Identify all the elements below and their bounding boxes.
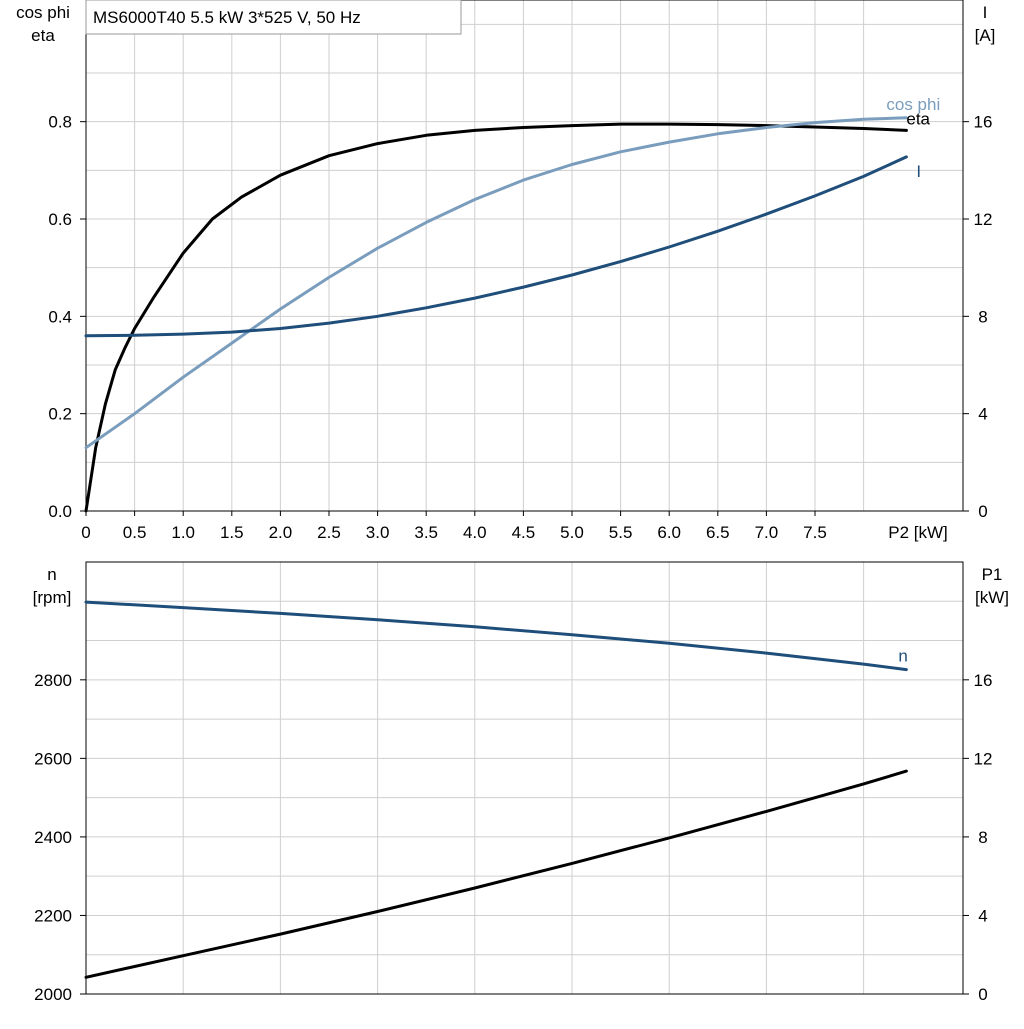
series-line-cos-phi (84, 116, 908, 450)
right-tick-label: 16 (974, 671, 993, 690)
x-tick-label: 0 (81, 523, 90, 542)
left-axis-title-line2: eta (31, 26, 55, 45)
title-box (85, 0, 462, 35)
right-tick-label: 0 (978, 985, 987, 1004)
right-tick-label: 12 (974, 210, 993, 229)
plot-frame (85, 561, 964, 995)
x-tick-label: 2.5 (317, 523, 341, 542)
right-tick-label: 8 (978, 307, 987, 326)
x-tick-label: 7.5 (803, 523, 827, 542)
chart-title: MS6000T40 5.5 kW 3*525 V, 50 Hz (93, 8, 361, 27)
x-tick-label: 1.0 (171, 523, 195, 542)
right-axis-title-line2: [kW] (975, 588, 1009, 607)
right-axis-title-line1: I (983, 3, 988, 22)
left-tick-label: 0.0 (48, 502, 72, 521)
x-tick-label: 4.5 (512, 523, 536, 542)
x-tick-label: 3.0 (366, 523, 390, 542)
x-tick-label: 6.5 (706, 523, 730, 542)
plot-frame (85, 0, 964, 512)
series-label-n: n (898, 647, 907, 666)
series-label-eta: eta (906, 109, 930, 128)
x-tick-label: 5.5 (609, 523, 633, 542)
x-tick-label: 2.0 (269, 523, 293, 542)
left-tick-label: 0.6 (48, 210, 72, 229)
series-label-cos-phi: cos phi (886, 95, 940, 114)
left-axis-title-line1: n (47, 565, 56, 584)
x-tick-label: 3.5 (414, 523, 438, 542)
right-tick-label: 4 (978, 906, 987, 925)
left-tick-label: 2000 (34, 985, 72, 1004)
series-line-n (84, 600, 908, 672)
right-tick-label: 4 (978, 405, 987, 424)
right-axis-title-line2: [A] (975, 26, 996, 45)
left-tick-label: 0.2 (48, 405, 72, 424)
series-line-i (84, 155, 908, 338)
series-line-eta (84, 122, 908, 513)
right-tick-label: 16 (974, 113, 993, 132)
x-tick-label: 6.0 (657, 523, 681, 542)
series-label-i: I (916, 162, 921, 181)
left-tick-label: 2200 (34, 906, 72, 925)
left-tick-label: 2600 (34, 749, 72, 768)
right-tick-label: 8 (978, 828, 987, 847)
right-axis-title-line1: P1 (982, 565, 1003, 584)
left-tick-label: 0.4 (48, 307, 72, 326)
right-tick-label: 0 (978, 502, 987, 521)
x-tick-label: 4.0 (463, 523, 487, 542)
x-tick-label: 5.0 (560, 523, 584, 542)
left-axis-title-line1: cos phi (16, 3, 70, 22)
x-tick-label: 1.5 (220, 523, 244, 542)
x-tick-label: 0.5 (123, 523, 147, 542)
left-tick-label: 2800 (34, 671, 72, 690)
left-tick-label: 0.8 (48, 113, 72, 132)
x-axis-title: P2 [kW] (888, 523, 948, 542)
series-line-p1 (84, 769, 908, 979)
right-tick-label: 12 (974, 749, 993, 768)
x-tick-label: 7.0 (755, 523, 779, 542)
left-tick-label: 2400 (34, 828, 72, 847)
left-axis-title-line2: [rpm] (33, 588, 72, 607)
